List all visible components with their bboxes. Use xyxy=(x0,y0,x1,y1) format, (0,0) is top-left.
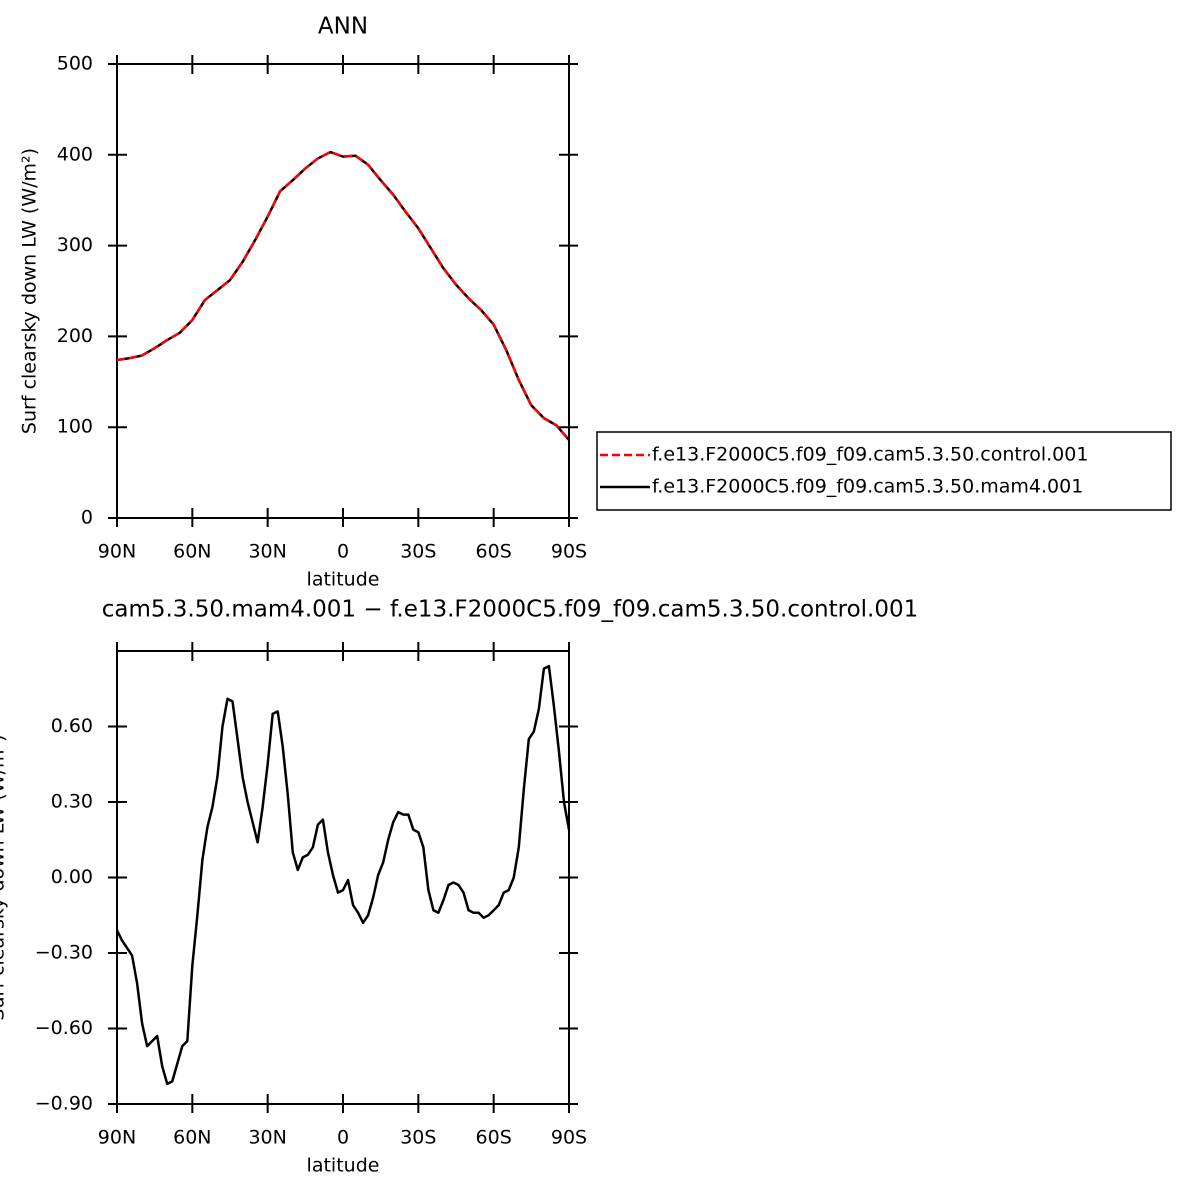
x-tick-label: 30N xyxy=(248,541,286,563)
y-axis-title: Surf clearsky down LW (W/m²) xyxy=(0,734,9,1020)
x-tick-label: 90S xyxy=(551,541,587,563)
y-tick-label: 100 xyxy=(57,416,93,438)
y-tick-label: 500 xyxy=(57,53,93,75)
chart-title: ANN xyxy=(318,14,368,40)
x-tick-label: 90N xyxy=(98,541,136,563)
legend-label: f.e13.F2000C5.f09_f09.cam5.3.50.control.… xyxy=(652,444,1088,466)
x-tick-label: 90S xyxy=(551,1127,587,1149)
x-tick-label: 0 xyxy=(337,541,349,563)
y-axis-title: Surf clearsky down LW (W/m²) xyxy=(19,148,41,434)
y-tick-label: 300 xyxy=(57,234,93,256)
plot-frame xyxy=(116,650,570,1105)
x-tick-label: 60N xyxy=(173,1127,211,1149)
x-tick-label: 0 xyxy=(337,1127,349,1149)
plot-frame xyxy=(116,63,570,519)
data-line xyxy=(116,150,570,441)
x-tick-label: 30S xyxy=(400,541,436,563)
x-axis-title: latitude xyxy=(307,569,380,591)
x-tick-label: 30N xyxy=(248,1127,286,1149)
data-line xyxy=(115,664,571,1086)
y-tick-label: 0 xyxy=(81,507,93,529)
x-axis-title: latitude xyxy=(307,1155,380,1177)
y-tick-label: −0.60 xyxy=(35,1017,93,1039)
y-tick-label: −0.90 xyxy=(35,1093,93,1115)
x-tick-label: 90N xyxy=(98,1127,136,1149)
chart-title: cam5.3.50.mam4.001 − f.e13.F2000C5.f09_f… xyxy=(102,597,919,623)
y-tick-label: −0.30 xyxy=(35,942,93,964)
data-line xyxy=(116,150,570,441)
y-tick-label: 400 xyxy=(57,143,93,165)
x-tick-label: 60S xyxy=(476,1127,512,1149)
y-tick-label: 0.60 xyxy=(51,715,93,737)
y-tick-label: 0.30 xyxy=(51,791,93,813)
legend-label: f.e13.F2000C5.f09_f09.cam5.3.50.mam4.001 xyxy=(652,476,1083,498)
y-tick-label: 200 xyxy=(57,325,93,347)
y-tick-label: 0.00 xyxy=(51,866,93,888)
x-tick-label: 60S xyxy=(476,541,512,563)
legend-box xyxy=(596,431,1172,511)
x-tick-label: 30S xyxy=(400,1127,436,1149)
x-tick-label: 60N xyxy=(173,541,211,563)
